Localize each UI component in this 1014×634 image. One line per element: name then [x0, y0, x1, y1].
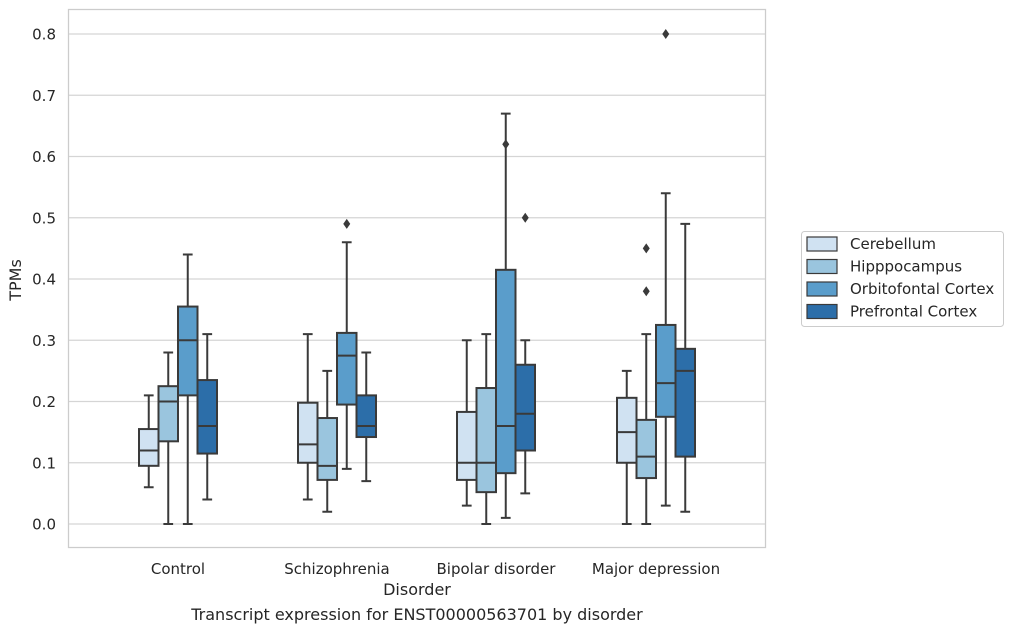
box	[316, 417, 338, 481]
y-tick-label: 0.6	[32, 148, 56, 166]
x-tick-label: Bipolar disorder	[437, 560, 557, 578]
box	[635, 418, 657, 480]
y-axis-label: TPMs	[6, 259, 25, 302]
y-tick-label: 0.5	[32, 209, 56, 227]
y-tick-label: 0.3	[32, 332, 56, 350]
legend-label: Prefrontal Cortex	[850, 303, 977, 321]
legend-swatch	[806, 236, 838, 252]
series-hipppocampus	[157, 243, 657, 525]
series-cerebellum	[138, 333, 638, 525]
y-tick-label: 0.2	[32, 393, 56, 411]
y-tick-label: 0.4	[32, 271, 56, 289]
outlier-point	[343, 218, 351, 229]
series-prefrontal-cortex	[196, 212, 696, 513]
box	[297, 401, 319, 464]
box	[177, 305, 199, 397]
x-tick-label: Control	[151, 560, 205, 578]
box	[674, 347, 696, 458]
legend-label: Cerebellum	[850, 235, 936, 253]
figure-caption: Transcript expression for ENST0000056370…	[191, 605, 643, 624]
box	[157, 385, 179, 443]
outlier-point	[642, 286, 650, 297]
box	[336, 331, 358, 406]
outlier-point	[502, 139, 510, 150]
plot-frame	[67, 8, 767, 549]
series-orbitofontal-cortex	[177, 29, 677, 525]
y-axis-ticks: 0.0 0.1 0.2 0.3 0.4 0.5 0.6 0.7 0.8	[32, 26, 56, 534]
outlier-point	[662, 29, 670, 39]
box	[355, 394, 377, 439]
box	[456, 410, 478, 481]
box-series-group	[138, 29, 696, 525]
legend-swatch	[806, 258, 838, 275]
box	[514, 363, 536, 452]
y-tick-label: 0.8	[32, 26, 56, 44]
legend-label: Hipppocampus	[850, 258, 962, 276]
box	[138, 428, 160, 467]
outlier-point	[642, 243, 650, 254]
grid-lines	[68, 33, 766, 525]
box	[655, 323, 677, 418]
x-axis-label: Disorder	[383, 580, 451, 599]
x-tick-label: Major depression	[592, 560, 720, 578]
y-tick-label: 0.1	[32, 454, 56, 472]
y-tick-label: 0.0	[32, 516, 56, 534]
legend-label: Orbitofontal Cortex	[850, 280, 994, 298]
x-tick-label: Schizophrenia	[284, 560, 389, 578]
legend: Cerebellum Hipppocampus Orbitofontal Corte…	[801, 231, 1004, 327]
legend-swatch	[806, 281, 838, 297]
box	[196, 379, 218, 455]
box	[475, 387, 497, 494]
legend-swatch	[806, 303, 838, 320]
box	[495, 268, 517, 475]
y-tick-label: 0.7	[32, 87, 56, 105]
x-axis-ticks: Control Schizophrenia Bipolar disorder Majo…	[151, 560, 720, 578]
outlier-point	[521, 212, 529, 223]
legend-frame	[801, 231, 1004, 327]
box	[616, 396, 638, 464]
